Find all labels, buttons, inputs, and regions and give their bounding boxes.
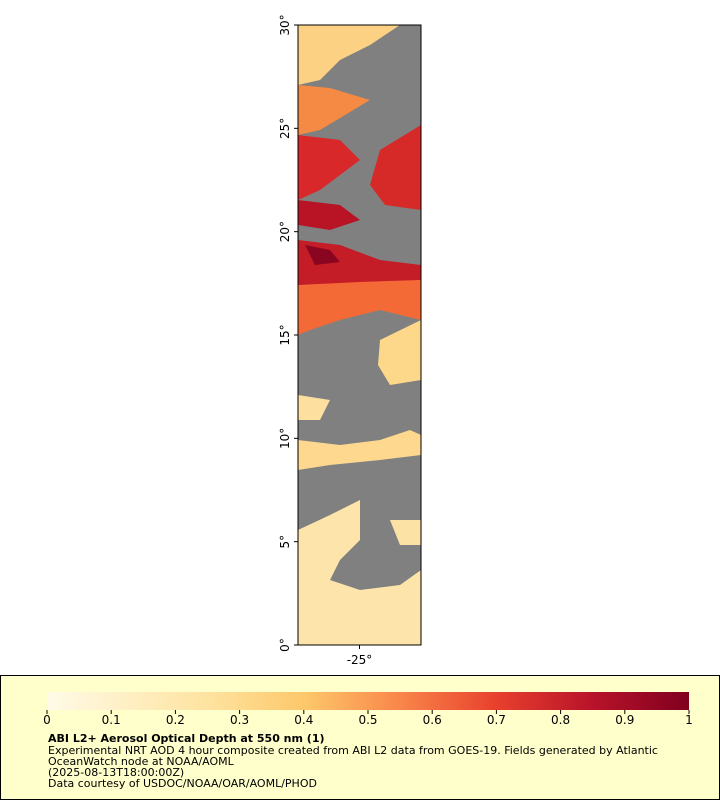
aod-field [298, 25, 421, 645]
y-tick-label: 10° [278, 428, 292, 449]
colorbar-tick-label: 0.6 [423, 713, 442, 727]
y-tick-label: 5° [278, 535, 292, 549]
colorbar-tick-label: 0.1 [102, 713, 121, 727]
x-tick-label: -25° [347, 653, 373, 667]
legend-credit: Data courtesy of USDOC/NOAA/OAR/AOML/PHO… [48, 777, 317, 790]
colorbar-tick-label: 0.5 [358, 713, 377, 727]
colorbar-tick-label: 1 [685, 713, 693, 727]
colorbar-tick-label: 0.9 [615, 713, 634, 727]
y-tick-label: 20° [278, 221, 292, 242]
colorbar-tick-label: 0 [43, 713, 51, 727]
legend-description: Experimental NRT AOD 4 hour composite cr… [48, 744, 658, 757]
y-tick-label: 25° [278, 118, 292, 139]
legend-title: ABI L2+ Aerosol Optical Depth at 550 nm … [48, 732, 325, 745]
legend-description: OceanWatch node at NOAA/AOML [48, 755, 234, 768]
colorbar-tick-label: 0.8 [551, 713, 570, 727]
colorbar [47, 692, 689, 710]
y-tick-label: 30° [278, 14, 292, 35]
colorbar-tick-label: 0.3 [230, 713, 249, 727]
colorbar-tick-label: 0.2 [166, 713, 185, 727]
legend-time: (2025-08-13T18:00:00Z) [48, 766, 185, 779]
y-tick-label: 15° [278, 324, 292, 345]
colorbar-tick-label: 0.7 [487, 713, 506, 727]
colorbar-tick-label: 0.4 [294, 713, 313, 727]
y-tick-label: 0° [278, 638, 292, 652]
